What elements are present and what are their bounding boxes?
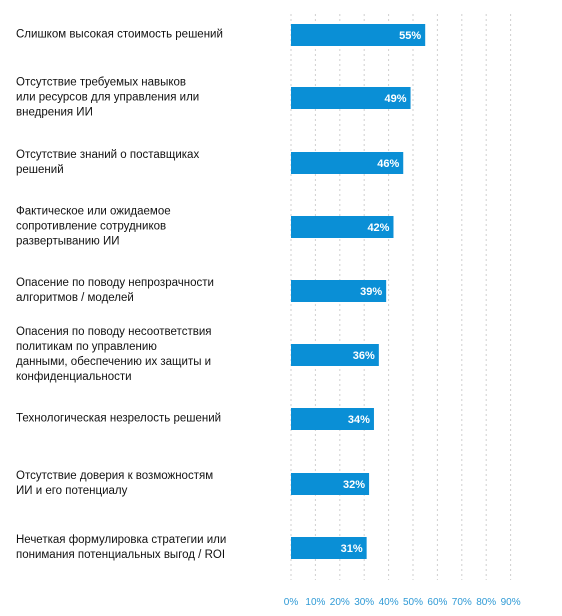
category-label-6: Технологическая незрелость решений [16,412,222,425]
bar-2 [291,152,404,174]
bar-3 [291,216,394,238]
category-label-2: Отсутствие знаний о поставщиках решений [16,149,200,176]
x-tick-label-5: 50% [403,597,423,608]
category-label-0: Слишком высокая стоимость решений [16,28,223,41]
x-tick-label-1: 10% [305,597,325,608]
bar-4 [291,280,387,302]
data-label-7: 32% [343,479,365,491]
bar-0 [291,24,426,46]
x-tick-label-3: 30% [354,597,374,608]
category-label-8: Нечеткая формулировка стратегии или пони… [16,534,227,561]
data-label-0: 55% [399,30,421,42]
bar-8 [291,537,367,559]
data-label-5: 36% [353,350,375,362]
x-tick-label-0: 0% [284,597,299,608]
bar-5 [291,344,379,366]
x-tick-label-6: 60% [427,597,447,608]
category-label-4: Опасение по поводу непрозрачности алгори… [16,277,214,304]
bar-1 [291,87,411,109]
category-label-3: Фактическое или ожидаемое сопротивление … [16,205,171,248]
x-tick-label-9: 90% [501,597,521,608]
category-label-5: Опасения по поводу несоответствия полити… [16,326,212,383]
x-tick-label-2: 20% [330,597,350,608]
x-tick-label-4: 40% [379,597,399,608]
data-label-4: 39% [360,286,382,298]
bar-6 [291,408,374,430]
x-tick-label-7: 70% [452,597,472,608]
category-label-7: Отсутствие доверия к возможностям ИИ и е… [16,470,214,497]
data-label-2: 46% [377,158,399,170]
data-label-6: 34% [348,414,370,426]
x-tick-label-8: 80% [476,597,496,608]
data-label-3: 42% [367,222,389,234]
category-label-1: Отсутствие требуемых навыков или ресурсо… [16,76,200,119]
data-label-1: 49% [385,93,407,105]
data-label-8: 31% [341,543,363,555]
bar-7 [291,473,370,495]
